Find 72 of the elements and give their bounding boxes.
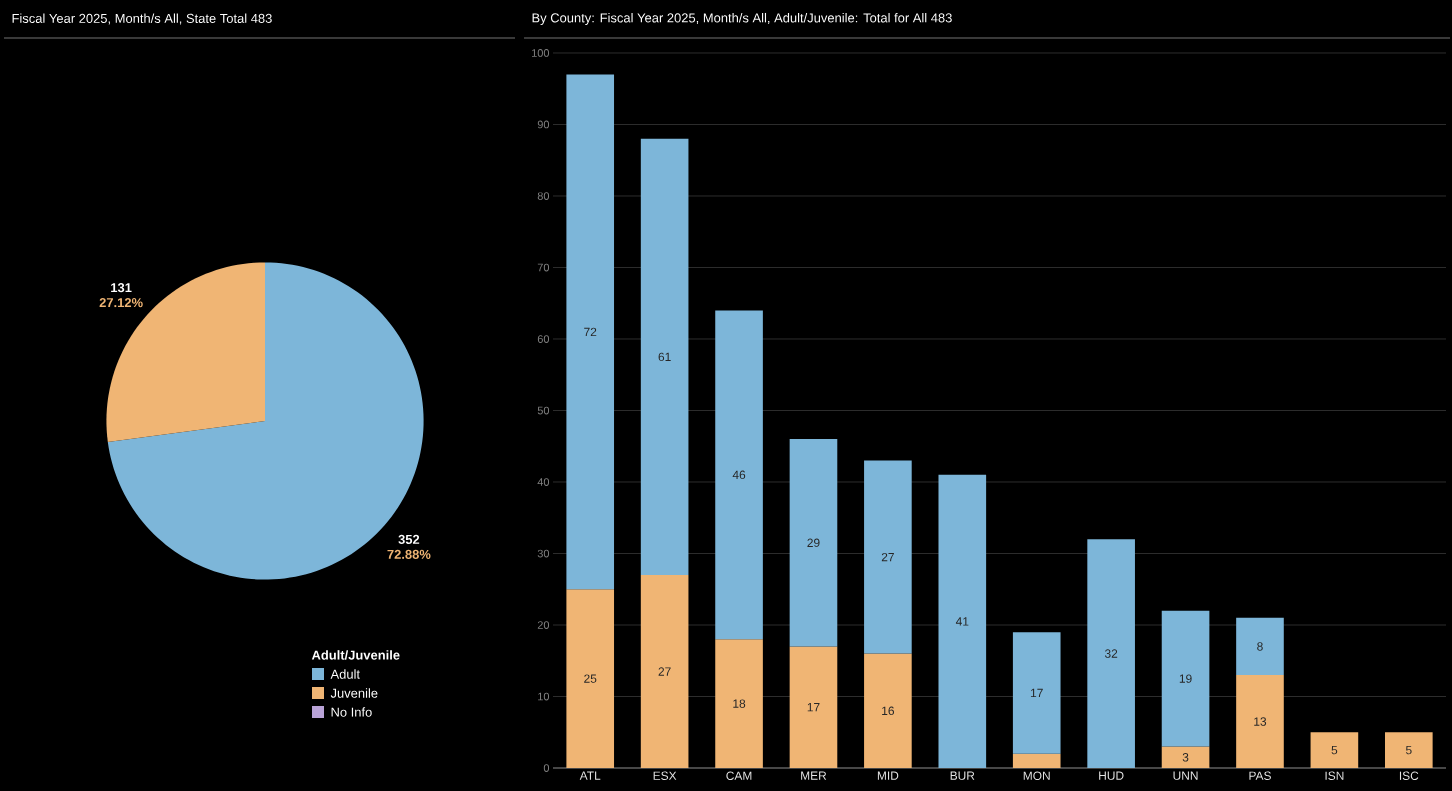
chart-title: By County: Fiscal Year 2025, Month/s All, Adult/Juvenile: Total for All 483 [532,12,952,26]
x-tick-label: MER [801,771,827,780]
bar [1236,675,1284,768]
chart-title: Fiscal Year 2025, Month/s All, State Total 483 [12,13,272,25]
y-tick-label: 20 [537,621,550,629]
x-tick-label: UNN [1173,771,1198,780]
x-tick-label: ESX [653,771,677,780]
data-label: 61 [658,352,671,362]
data-label: 18 [733,699,746,708]
bar [938,474,987,768]
bar [1310,732,1359,768]
text: 72.88% [387,549,431,559]
x-tick-label: BUR [950,771,975,780]
bar [1087,539,1135,768]
data-label: 25 [584,674,597,683]
y-tick-label: 70 [537,263,550,272]
legend-label: Adult [330,669,360,679]
bar [715,639,763,768]
y-tick-label: 0 [543,764,550,772]
data-label: 131 [111,283,132,293]
data-label: 17 [807,703,820,712]
y-tick-label: 10 [538,692,550,701]
x-tick-label: MID [877,771,899,780]
legend-label: No Info [331,707,372,717]
data-label: 3 [1182,753,1189,762]
data-label: 13 [1254,717,1267,726]
x-tick-label: ISC [1399,771,1419,780]
data-label: 8 [1257,642,1263,651]
bar [864,460,912,654]
bar [1236,617,1284,676]
data-label: 16 [882,706,895,716]
x-tick-label: PAS [1249,771,1271,780]
x-tick-label: ISN [1325,771,1344,780]
data-label: 72 [584,327,597,337]
bar [640,574,689,768]
bar [1385,732,1433,768]
y-tick-label: 80 [537,192,550,200]
data-label: 5 [1405,745,1412,755]
y-tick-label: 40 [537,478,550,486]
bar [1012,753,1061,768]
data-label: 41 [955,617,969,626]
bar [1012,632,1061,754]
data-label: 352 [398,534,420,544]
y-tick-label: 100 [532,49,550,57]
bar [789,646,838,768]
data-label: 19 [1179,674,1192,683]
data-label: 29 [807,538,820,547]
x-tick-label: CAM [726,771,752,780]
data-label: 5 [1331,745,1338,755]
y-tick-label: 30 [537,549,550,558]
y-tick-label: 60 [537,335,550,343]
bar [715,310,763,640]
data-label: 27 [881,552,894,562]
bar [566,589,615,768]
y-tick-label: 90 [537,120,550,129]
bar [789,439,838,647]
text: 27.12% [99,298,143,308]
bar [1161,610,1210,747]
data-label: 17 [1030,688,1043,698]
y-tick-label: 50 [537,406,550,415]
data-label: 27 [658,667,671,676]
bar [566,74,615,590]
x-tick-label: MON [1023,771,1050,780]
data-label: 46 [732,470,746,480]
bar [640,138,689,575]
x-tick-label: ATL [579,771,601,780]
data-label: 32 [1104,649,1118,658]
legend-title: Adult/Juvenile [311,650,400,660]
legend-label: Juvenile [330,688,378,698]
x-tick-label: HUD [1099,771,1124,780]
bar [1161,746,1210,768]
bar [864,653,912,768]
